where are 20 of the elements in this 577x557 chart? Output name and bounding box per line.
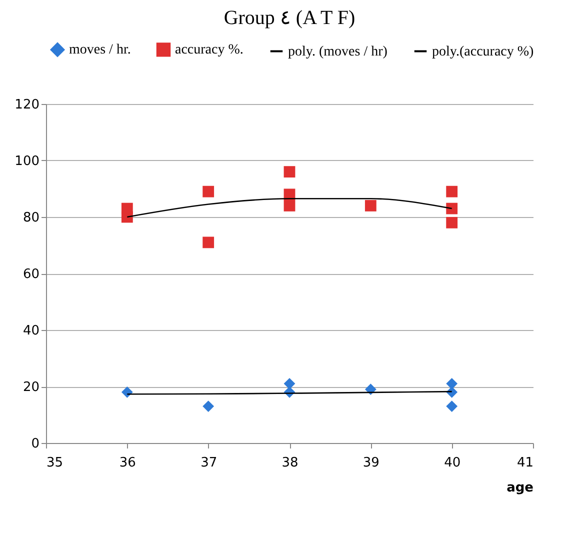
legend-label: accuracy %. <box>175 42 244 58</box>
x-axis-title: age <box>506 480 534 496</box>
chart-title: Group ٤ (A T F) <box>224 7 356 29</box>
y-tick-label: 20 <box>22 380 40 395</box>
y-tick-label: 60 <box>22 267 40 282</box>
y-tick-label: 80 <box>22 210 40 226</box>
x-tick-label: 39 <box>362 456 380 470</box>
legend-label: poly. (moves / hr) <box>288 44 388 60</box>
x-tick-label: 35 <box>46 456 64 470</box>
y-tick-label: 0 <box>31 436 40 452</box>
x-tick-label: 36 <box>119 456 136 470</box>
legend-label: poly.(accuracy %) <box>432 44 534 60</box>
x-tick-label: 41 <box>516 456 534 470</box>
y-tick-label: 100 <box>14 154 40 169</box>
x-tick-label: 38 <box>282 456 298 470</box>
y-tick-label: 40 <box>22 324 40 338</box>
x-tick-label: 40 <box>444 456 461 470</box>
legend-label: moves / hr. <box>69 42 131 58</box>
x-tick-label: 37 <box>200 456 218 470</box>
y-tick-label: 120 <box>14 98 40 112</box>
